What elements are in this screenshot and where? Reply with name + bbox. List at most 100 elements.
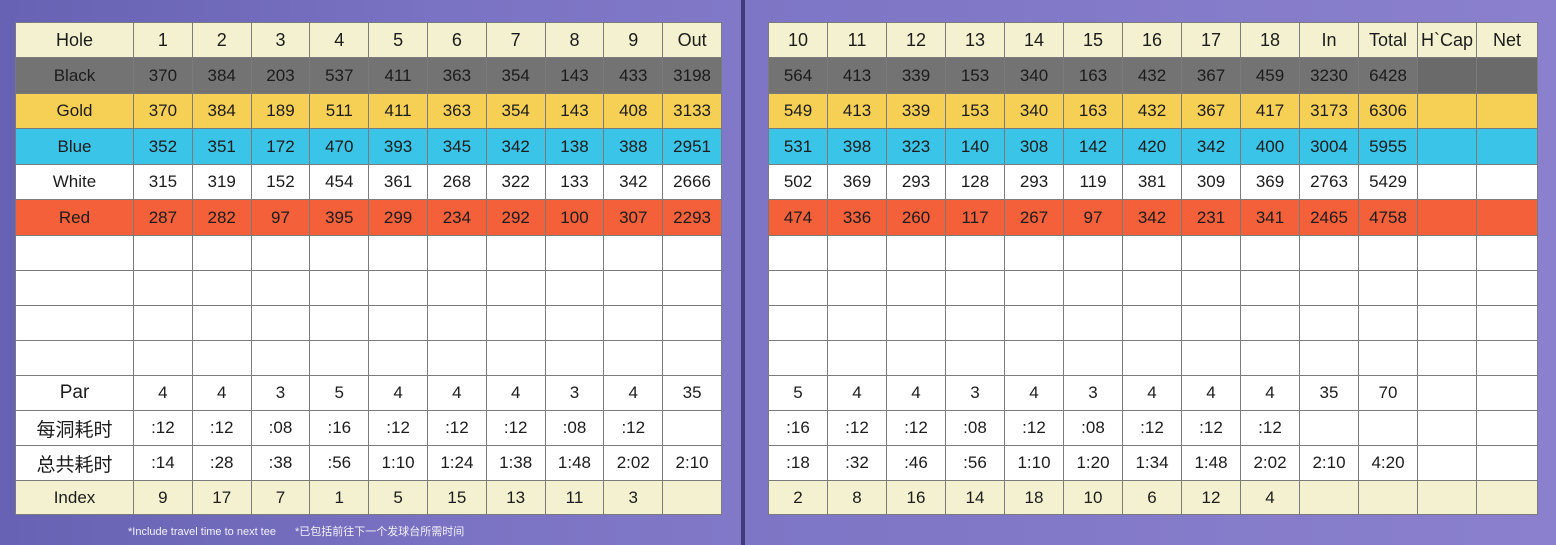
score-cell	[603, 270, 664, 306]
score-cell	[768, 270, 828, 306]
index-cell: 17	[191, 480, 252, 515]
yardage-cell	[1476, 57, 1538, 94]
score-cell	[662, 340, 722, 376]
par-cell: 3	[250, 375, 311, 411]
score-cell	[662, 270, 722, 306]
yardage-cell: 315	[133, 164, 193, 200]
hole-time-cell: :12	[1181, 410, 1241, 446]
yardage-cell	[1417, 164, 1477, 200]
par-cell: 4	[485, 375, 546, 411]
score-cell	[426, 340, 487, 376]
total-time-cell: 1:38	[485, 445, 546, 481]
back-nine-table: 10 11 12 13 14 15 16 17 18 In Total H`Cap Net 564 413…	[768, 22, 1538, 515]
total-time-cell: 1:10	[368, 445, 428, 481]
yardage-cell	[1417, 93, 1477, 129]
yardage-cell: 336	[827, 199, 887, 236]
hole-number-cell: 1	[133, 22, 193, 58]
hole-number-cell: 2	[191, 22, 252, 58]
tee-row-red: Red 287 282 97 395 299 234 292 100 307 2293	[15, 199, 722, 236]
hole-time-cell	[1476, 410, 1538, 446]
score-cell	[945, 235, 1005, 271]
score-cell	[886, 235, 946, 271]
yardage-cell: 341	[1240, 199, 1300, 236]
index-cell: 18	[1004, 480, 1064, 515]
tee-row-white: 502 369 293 128 293 119 381 309 369 2763 5429	[768, 164, 1538, 200]
score-entry-row	[768, 270, 1538, 306]
yardage-cell	[1417, 57, 1477, 94]
yardage-cell: 4758	[1358, 199, 1418, 236]
score-cell	[250, 305, 311, 341]
yardage-cell: 299	[368, 199, 428, 236]
score-cell	[15, 235, 134, 271]
score-cell	[1063, 235, 1123, 271]
par-cell: 4	[368, 375, 428, 411]
yardage-cell: 322	[485, 164, 546, 200]
tee-row-blue: Blue 352 351 172 470 393 345 342 138 388 2951	[15, 128, 722, 165]
yardage-cell: 3173	[1299, 93, 1359, 129]
hole-number-cell: In	[1299, 22, 1359, 58]
yardage-cell: 531	[768, 128, 828, 165]
score-cell	[1476, 340, 1538, 376]
front-nine-table: Hole 1 2 3 4 5 6 7 8 9 Out Black 370 384 203 537 411 363…	[15, 22, 722, 515]
hole-number-cell: 3	[250, 22, 311, 58]
score-cell	[15, 305, 134, 341]
yardage-cell: 367	[1181, 93, 1241, 129]
score-cell	[662, 305, 722, 341]
index-row: Index 9 17 7 1 5 15 13 11 3	[15, 480, 722, 515]
yardage-cell: 408	[603, 93, 664, 129]
hole-number-cell: 11	[827, 22, 887, 58]
score-entry-row	[768, 235, 1538, 271]
score-cell	[662, 235, 722, 271]
yardage-cell: 293	[1004, 164, 1064, 200]
yardage-cell: 363	[426, 57, 487, 94]
total-time-cell: :56	[945, 445, 1005, 481]
par-cell: 3	[945, 375, 1005, 411]
score-cell	[1004, 340, 1064, 376]
yardage-cell: 309	[1181, 164, 1241, 200]
total-time-cell: 1:24	[426, 445, 487, 481]
index-cell: 7	[250, 480, 311, 515]
score-cell	[1004, 235, 1064, 271]
score-cell	[1181, 235, 1241, 271]
yardage-cell: 339	[886, 93, 946, 129]
yardage-cell: 128	[945, 164, 1005, 200]
total-time-cell: :46	[886, 445, 946, 481]
yardage-cell: 3004	[1299, 128, 1359, 165]
yardage-cell: 153	[945, 93, 1005, 129]
yardage-cell: 537	[309, 57, 370, 94]
total-time-cell: 2:02	[1240, 445, 1300, 481]
par-cell: 4	[426, 375, 487, 411]
par-cell: 5	[768, 375, 828, 411]
tee-row-gold: 549 413 339 153 340 163 432 367 417 3173 6306	[768, 93, 1538, 129]
yardage-cell: 203	[250, 57, 311, 94]
index-cell	[1417, 480, 1477, 515]
yardage-cell	[1476, 199, 1538, 236]
yardage-cell: 459	[1240, 57, 1300, 94]
total-time-row: :18:32:46:56 1:10 1:20 1:34 1:48 2:02 2:10 4:20	[768, 445, 1538, 481]
hole-time-row: 每洞耗时:12:12:08:16:12:12:12:08:12	[15, 410, 722, 446]
index-row: 2 8 16 14 18 10 6 12 4	[768, 480, 1538, 515]
hole-time-cell: :12	[827, 410, 887, 446]
par-cell: 4	[886, 375, 946, 411]
score-cell	[827, 235, 887, 271]
hole-number-cell: 14	[1004, 22, 1064, 58]
yardage-cell: 5955	[1358, 128, 1418, 165]
score-cell	[485, 340, 546, 376]
par-cell: 4	[827, 375, 887, 411]
yardage-cell: 117	[945, 199, 1005, 236]
yardage-cell: 340	[1004, 57, 1064, 94]
tee-name: Red	[15, 199, 134, 236]
hole-number-cell: H`Cap	[1417, 22, 1477, 58]
yardage-cell: 2666	[662, 164, 722, 200]
score-cell	[1417, 235, 1477, 271]
score-cell	[133, 340, 193, 376]
score-cell	[426, 305, 487, 341]
yardage-cell: 267	[1004, 199, 1064, 236]
yardage-cell: 502	[768, 164, 828, 200]
yardage-cell: 354	[485, 57, 546, 94]
total-time-cell: 2:10	[662, 445, 722, 481]
yardage-cell: 393	[368, 128, 428, 165]
yardage-cell: 3198	[662, 57, 722, 94]
score-cell	[368, 270, 428, 306]
score-cell	[544, 305, 605, 341]
